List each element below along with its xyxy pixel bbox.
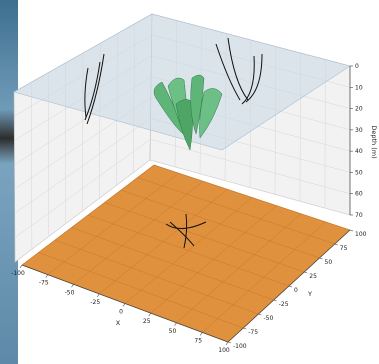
x-tick-mark [97, 293, 100, 298]
surface-curve-right-1 [215, 43, 241, 101]
x-tick-mark [225, 341, 229, 346]
y-tick-mark [349, 229, 354, 232]
y-axis-label: Y [307, 290, 312, 298]
x-tick-label: -100 [11, 270, 25, 277]
ground-grid-y [54, 239, 259, 315]
ground-grid-y [38, 252, 244, 329]
y-tick-labels: -100-75 -50 -25 0 25 50 75 100 [227, 229, 367, 350]
z-tick-label: 70 [355, 212, 363, 219]
green-body-3 [175, 99, 193, 151]
y-tick-label: 75 [340, 245, 348, 252]
y-tick-label: -25 [279, 301, 289, 308]
surface-curve-left-2 [86, 53, 105, 125]
z-tick-label: 10 [355, 84, 363, 91]
ground-curve-3 [183, 213, 188, 249]
ground-curve-2 [169, 221, 195, 247]
x-tick-mark [174, 322, 177, 326]
y-tick-label: -100 [233, 343, 247, 350]
ground-grid-y [87, 214, 290, 287]
x-tick-mark [122, 303, 126, 307]
y-tick-mark [319, 257, 323, 260]
x-tick-mark [19, 264, 23, 269]
ground-grid-y [71, 227, 274, 301]
x-tick-mark [71, 284, 74, 288]
x-tick-label: 75 [194, 337, 202, 344]
z-axis-label: Depth (m) [370, 125, 378, 158]
x-tick-label: 0 [119, 309, 123, 316]
ground-grid-y [137, 177, 335, 245]
z-tick-label: 50 [355, 169, 363, 176]
z-tick-label: 40 [355, 148, 363, 155]
y-tick-mark [227, 341, 232, 344]
z-tick-label: 0 [355, 63, 359, 70]
z-tick-label: 60 [355, 191, 363, 198]
x-tick-label: -75 [39, 280, 49, 287]
x-tick-label: -50 [65, 289, 75, 296]
x-tick-label: 25 [143, 318, 151, 325]
x-tick-label: -25 [90, 299, 100, 306]
background-edge-strip [0, 0, 18, 364]
x-tick-mark [148, 312, 151, 317]
x-tick-mark [200, 332, 203, 336]
ground-curve-1 [165, 221, 207, 229]
green-body-5 [199, 88, 223, 139]
surface-curve-right-3 [241, 55, 255, 105]
y-tick-mark [243, 327, 247, 330]
ground-grid-y [120, 189, 320, 259]
x-tick-labels: -100 -75 -50 -25 0 25 50 75 100 [11, 264, 230, 354]
surface-curve-left-3 [84, 61, 101, 121]
y-tick-label: 50 [325, 259, 333, 266]
y-tick-label: -50 [264, 315, 274, 322]
back-grid-vertical [31, 82, 33, 250]
y-tick-label: 25 [309, 273, 317, 280]
y-tick-mark [258, 313, 262, 316]
y-tick-mark [273, 299, 277, 302]
surface-curve-right-2 [227, 37, 249, 101]
surface-curve-right-4 [245, 53, 263, 103]
green-body-1 [153, 81, 187, 137]
y-tick-mark [304, 271, 308, 274]
y-tick-mark [334, 243, 338, 246]
y-tick-label: 0 [294, 287, 298, 294]
z-tick-label: 20 [355, 106, 363, 113]
x-tick-label: 100 [218, 347, 230, 354]
x-tick-mark [45, 274, 48, 278]
y-tick-mark [288, 285, 293, 288]
x-tick-label: 50 [169, 328, 177, 335]
y-tick-label: 100 [355, 231, 367, 238]
y-tick-label: -75 [248, 329, 258, 336]
x-axis-label: X [116, 319, 121, 327]
surface-curve-left-1 [84, 67, 89, 118]
z-tick-labels: 0 10 20 30 40 50 60 70 [350, 63, 363, 219]
ground-grid-y [153, 164, 351, 231]
z-tick-label: 30 [355, 127, 363, 134]
ground-grid-y [104, 202, 305, 273]
